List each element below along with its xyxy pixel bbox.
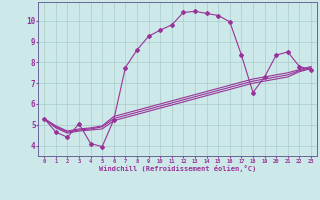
X-axis label: Windchill (Refroidissement éolien,°C): Windchill (Refroidissement éolien,°C) <box>99 165 256 172</box>
